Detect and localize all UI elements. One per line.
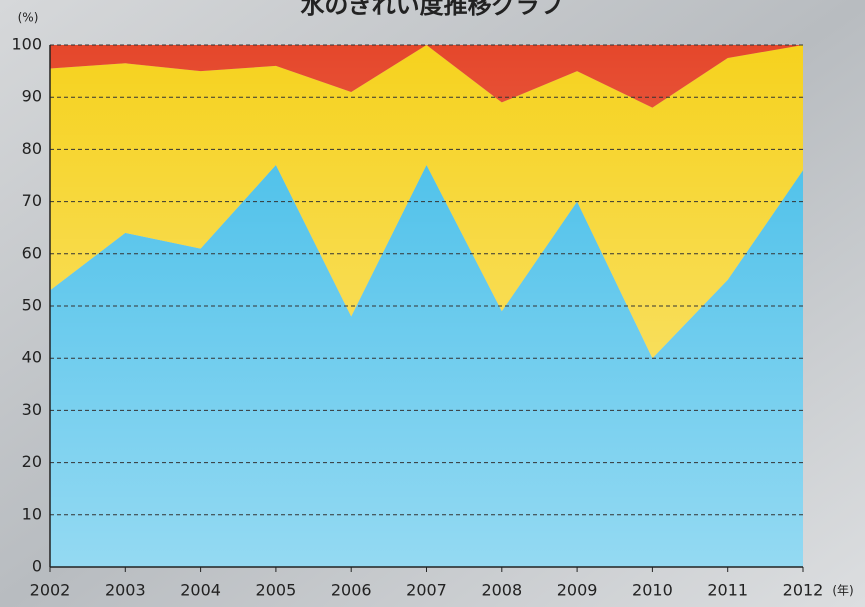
y-tick-label: 80 xyxy=(22,139,42,158)
x-tick-label: 2005 xyxy=(256,581,297,600)
x-tick-label: 2012 xyxy=(783,581,824,600)
x-tick-label: 2010 xyxy=(632,581,673,600)
y-tick-label: 10 xyxy=(22,504,42,523)
y-tick-label: 50 xyxy=(22,296,42,315)
y-axis-label: (%) xyxy=(18,11,39,25)
x-tick-label: 2004 xyxy=(180,581,221,600)
y-tick-label: 0 xyxy=(32,557,42,576)
y-tick-label: 70 xyxy=(22,191,42,210)
x-tick-label: 2003 xyxy=(105,581,146,600)
area-shading xyxy=(50,45,803,567)
chart-title: 水のきれい度推移グラフ xyxy=(300,0,563,19)
y-tick-label: 20 xyxy=(22,452,42,471)
x-axis-label: (年) xyxy=(832,584,853,598)
y-tick-label: 40 xyxy=(22,348,42,367)
x-tick-label: 2002 xyxy=(30,581,71,600)
x-tick-label: 2008 xyxy=(481,581,522,600)
x-tick-label: 2007 xyxy=(406,581,447,600)
y-tick-label: 30 xyxy=(22,400,42,419)
x-tick-label: 2006 xyxy=(331,581,372,600)
y-tick-label: 90 xyxy=(22,87,42,106)
y-tick-label: 60 xyxy=(22,243,42,262)
x-tick-label: 2011 xyxy=(707,581,748,600)
y-tick-label: 100 xyxy=(11,35,42,54)
x-tick-label: 2009 xyxy=(557,581,598,600)
